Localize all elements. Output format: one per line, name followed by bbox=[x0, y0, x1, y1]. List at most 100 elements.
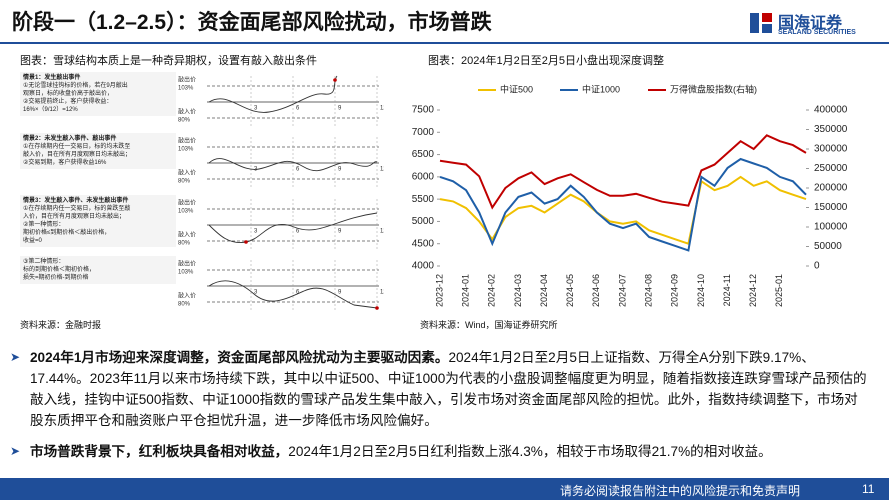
scenario-line: 情景1：发生敲出事件 bbox=[23, 75, 81, 81]
x-tick-label: 2024-09 bbox=[670, 274, 680, 307]
scenario-chart: 敲出价 103% 敲入价 80% 3 6 9 12 bbox=[178, 260, 384, 310]
level-label: 103% bbox=[178, 270, 194, 276]
scenario-line: 情景2：未发生敲入事件、敲出事件 bbox=[23, 136, 117, 142]
x-tick-label: 2024-10 bbox=[696, 274, 706, 307]
bullet-text: 2024年1月2日至2月5日红利指数上涨4.3%，相较于市场取得21.7%的相对… bbox=[288, 444, 772, 459]
scenario-line: 收益=0 bbox=[23, 238, 42, 244]
y2-tick-label: 150000 bbox=[814, 202, 848, 213]
price-path bbox=[208, 75, 338, 113]
y2-tick-label: 400000 bbox=[814, 105, 848, 116]
month-label: 12 bbox=[380, 229, 384, 235]
bullet: 2024年1月市场迎来深度调整，资金面尾部风险扰动为主要驱动因素。2024年1月… bbox=[10, 347, 868, 431]
left-source: 资料来源：金融时报 bbox=[20, 320, 102, 330]
y-tick-label: 4500 bbox=[412, 238, 435, 249]
y2-tick-label: 200000 bbox=[814, 183, 848, 194]
slide-title: 阶段一（1.2–2.5）：资金面尾部风险扰动，市场普跌 bbox=[12, 11, 492, 34]
level-label: 103% bbox=[178, 209, 194, 215]
y2-tick-label: 350000 bbox=[814, 124, 848, 135]
page-number: 11 bbox=[862, 482, 875, 496]
left-caption: 图表：雪球结构本质上是一种奇异期权，设置有敲入敲出条件 bbox=[20, 55, 317, 67]
x-tick-label: 2024-02 bbox=[487, 274, 497, 307]
level-label: 103% bbox=[178, 86, 194, 92]
y-tick-label: 7500 bbox=[412, 105, 435, 116]
scenario-text: 情景2：未发生敲入事件、敲出事件 ①在存续期内任一交易日，标的均未跌至 敲入价，目在… bbox=[20, 133, 176, 169]
footer-disclaimer: 请务必阅读报告附注中的风险提示和免责声明 bbox=[560, 484, 801, 498]
y-tick-label: 6000 bbox=[412, 171, 435, 182]
month-label: 9 bbox=[338, 167, 342, 173]
series-line bbox=[439, 134, 807, 210]
month-label: 3 bbox=[254, 229, 258, 235]
month-label: 12 bbox=[380, 290, 384, 296]
y-tick-label: 4000 bbox=[412, 261, 435, 272]
event-dot bbox=[244, 240, 248, 244]
price-path bbox=[208, 158, 378, 172]
right-source: 资料来源：Wind，国海证券研究所 bbox=[420, 320, 558, 330]
scenario-line: ②第一种情形： bbox=[23, 222, 65, 228]
right-caption: 图表：2024年1月2日至2月5日小盘出现深度调整 bbox=[428, 55, 664, 67]
month-label: 12 bbox=[380, 167, 384, 173]
scenario-line: ②交易到期，客户获得收益16% bbox=[23, 160, 107, 166]
bullet-bold: 市场普跌背景下，红利板块具备相对收益， bbox=[30, 444, 289, 459]
scenario-line: 期初价格≤到期价格＜敲出价格， bbox=[23, 230, 111, 236]
x-tick-label: 2023-12 bbox=[434, 274, 444, 307]
legend-label: 中证500 bbox=[500, 83, 533, 94]
legend-label: 万得微盘股指数(右轴) bbox=[670, 83, 757, 94]
scenario-line: 入价，目在所有月度观察日均未敲出； bbox=[23, 214, 126, 220]
footer-bar bbox=[0, 478, 889, 500]
scenario-text: ③第二种情形： 标的到期价格＜期初价格， 损失=期初价格-到期价格 bbox=[20, 256, 176, 284]
level-label: 80% bbox=[178, 179, 191, 185]
scenario-text: 情景3：发生敲入事件、未发生敲出事件 ①在存续期内任一交易日，标的曾跌至敲 入价，目… bbox=[20, 195, 176, 247]
bullet: 市场普跌背景下，红利板块具备相对收益，2024年1月2日至2月5日红利指数上涨4… bbox=[10, 441, 868, 462]
logo-icon bbox=[750, 13, 772, 33]
x-tick-label: 2024-04 bbox=[539, 274, 549, 307]
scenario-text: 情景1：发生敲出事件 ①无论雪球挂钩标的价格，若在9月敲出 观察日，标的收盘价高于敲… bbox=[20, 72, 176, 116]
price-path bbox=[208, 280, 378, 309]
event-dot bbox=[375, 306, 379, 310]
scenario-line: 损失=期初价格-到期价格 bbox=[23, 275, 89, 281]
scenario-line: ①无论雪球挂钩标的价格，若在9月敲出 bbox=[23, 83, 128, 89]
y2-tick-label: 100000 bbox=[814, 222, 848, 233]
price-path bbox=[208, 212, 378, 243]
scenario-line: ②交易提前终止，客户获得收益： bbox=[23, 99, 113, 105]
month-label: 9 bbox=[338, 290, 342, 296]
y2-tick-label: 50000 bbox=[814, 241, 842, 252]
scenario-line: ①在存续期内任一交易日，标的均未跌至 bbox=[23, 144, 131, 150]
level-label: 80% bbox=[178, 118, 191, 124]
legend-label: 中证1000 bbox=[582, 83, 620, 94]
month-label: 3 bbox=[254, 106, 258, 112]
month-label: 12 bbox=[380, 106, 384, 112]
snowball-diagram: 情景1：发生敲出事件 ①无论雪球挂钩标的价格，若在9月敲出 观察日，标的收盘价高于敲… bbox=[16, 68, 384, 318]
y-tick-label: 5500 bbox=[412, 194, 435, 205]
scenario-line: ①在存续期内任一交易日，标的曾跌至敲 bbox=[23, 206, 131, 212]
level-label: 80% bbox=[178, 302, 191, 308]
month-label: 9 bbox=[338, 106, 342, 112]
x-tick-label: 2024-01 bbox=[461, 274, 471, 307]
x-tick-label: 2025-01 bbox=[774, 274, 784, 307]
bullet-text: 2024年1月2日至2月5日上证指数、万得全A分别下跌9.17%、17.44%。… bbox=[30, 350, 867, 428]
series-line bbox=[439, 157, 807, 252]
month-label: 9 bbox=[338, 229, 342, 235]
month-label: 6 bbox=[296, 290, 300, 296]
level-label: 103% bbox=[178, 147, 194, 153]
level-label: 敲出价 bbox=[178, 76, 196, 84]
scenario-line: 敲入价，目在所有月度观察日均未敲出； bbox=[23, 152, 132, 158]
scenario-line: 情景3：发生敲入事件、未发生敲出事件 bbox=[23, 198, 129, 204]
scenario-line: 16%×（9/12）=12% bbox=[23, 107, 78, 113]
line-chart: 4000 4500 5000 5500 6000 6500 7000 7500 0 50000 10… bbox=[412, 83, 848, 307]
y-tick-label: 5000 bbox=[412, 216, 435, 227]
level-label: 敲入价 bbox=[178, 231, 196, 239]
scenario-line: ③第二种情形： bbox=[23, 259, 65, 265]
x-tick-label: 2024-03 bbox=[513, 274, 523, 307]
bullet-bold: 2024年1月市场迎来深度调整，资金面尾部风险扰动为主要驱动因素。 bbox=[30, 350, 449, 365]
event-dot bbox=[333, 78, 337, 82]
y-tick-label: 6500 bbox=[412, 149, 435, 160]
month-label: 6 bbox=[296, 167, 300, 173]
logo-cn: 国海证券 bbox=[778, 15, 843, 32]
y2-tick-label: 0 bbox=[814, 261, 820, 272]
logo-en: SEALAND SECURITIES bbox=[778, 29, 856, 36]
y-tick-label: 7000 bbox=[412, 127, 435, 138]
level-label: 敲出价 bbox=[178, 199, 196, 207]
y2-tick-label: 300000 bbox=[814, 144, 848, 155]
scenario-chart: 敲出价 103% 敲入价 80% 3 6 9 12 bbox=[178, 199, 384, 249]
